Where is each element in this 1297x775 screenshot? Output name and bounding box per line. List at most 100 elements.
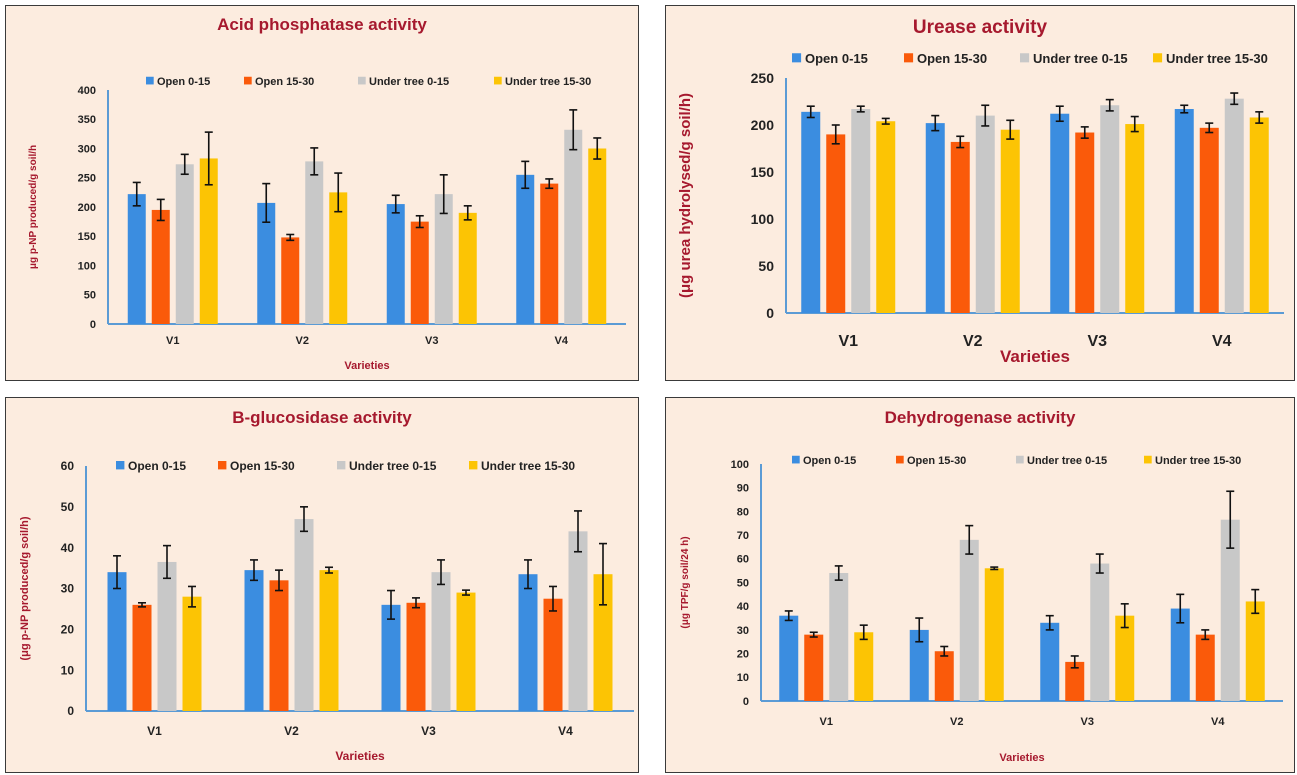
error-bar-open-0-15-v2 — [915, 617, 924, 643]
error-bar-under-tree-15-30-v3 — [463, 205, 472, 221]
bar-under-tree-15-30-v2 — [329, 192, 348, 324]
bar-under-tree-0-15-v3 — [1100, 105, 1120, 313]
legend-swatch-open-0-15 — [116, 461, 125, 470]
y-tick-label: 40 — [737, 601, 749, 613]
y-tick-label: 0 — [743, 696, 749, 708]
error-bar-under-tree-0-15-v2 — [981, 104, 990, 127]
bar-open-15-30-v2 — [950, 141, 970, 313]
error-bar-under-tree-15-30-v1 — [881, 117, 890, 125]
category-label-v1: V1 — [820, 716, 833, 728]
category-label-v3: V3 — [1087, 333, 1107, 350]
error-bar-under-tree-0-15-v1 — [834, 565, 843, 581]
y-tick-label: 150 — [751, 164, 775, 180]
category-label-v3: V3 — [1081, 716, 1094, 728]
bar-under-tree-15-30-v4 — [1249, 117, 1269, 313]
error-bar-under-tree-0-15-v4 — [569, 109, 578, 151]
bar-open-0-15-v1 — [779, 615, 799, 701]
error-bar-open-15-30-v3 — [1080, 126, 1089, 139]
error-bar-open-15-30-v4 — [545, 178, 554, 190]
error-bar-under-tree-15-30-v3 — [462, 589, 470, 596]
category-label-v2: V2 — [296, 335, 309, 347]
error-bar-open-0-15-v3 — [387, 589, 395, 620]
legend-swatch-open-15-30 — [896, 455, 904, 464]
bar-open-0-15-v1 — [127, 194, 146, 324]
error-bar-under-tree-0-15-v4 — [574, 510, 582, 553]
bar-under-tree-0-15-v4 — [1220, 519, 1240, 701]
x-axis-label: Varieties — [335, 749, 385, 763]
chart-svg: B-glucosidase activity Open 0-15 Open 15-3… — [19, 408, 634, 763]
y-tick-label: 10 — [737, 672, 749, 684]
y-tick-label: 100 — [78, 260, 96, 272]
bar-under-tree-0-15-v4 — [1224, 98, 1244, 314]
y-tick-label: 400 — [78, 85, 96, 97]
error-bar-open-15-30-v3 — [415, 214, 424, 229]
error-bar-open-15-30-v1 — [809, 631, 818, 638]
bar-under-tree-0-15-v2 — [305, 161, 324, 324]
error-bar-open-15-30-v2 — [275, 569, 283, 592]
legend-label-under-tree-0-15: Under tree 0-15 — [1027, 455, 1107, 467]
y-tick-label: 100 — [751, 211, 775, 227]
bar-open-0-15-v3 — [1050, 113, 1070, 313]
legend-label-open-0-15: Open 0-15 — [805, 51, 868, 66]
category-label-v4: V4 — [1212, 333, 1232, 350]
y-tick-label: 0 — [67, 704, 74, 718]
y-tick-label: 50 — [61, 500, 75, 514]
legend-label-open-0-15: Open 0-15 — [803, 455, 856, 467]
y-tick-label: 40 — [61, 541, 75, 555]
acid-phosphatase-chart-panel: Acid phosphatase activity Open 0-15 Open 1… — [5, 5, 639, 381]
error-bar-under-tree-0-15-v1 — [856, 105, 865, 113]
y-tick-label: 250 — [751, 70, 775, 86]
error-bar-under-tree-0-15-v3 — [1105, 98, 1114, 112]
category-label-v4: V4 — [558, 724, 573, 738]
y-axis-label: μg p-NP produced/g soil/h — [28, 145, 39, 269]
legend-swatch-open-15-30 — [218, 461, 227, 470]
chart-title: Dehydrogenase activity — [885, 408, 1076, 427]
bar-open-15-30-v4 — [1195, 634, 1215, 701]
error-bar-open-0-15-v4 — [1176, 593, 1185, 624]
legend-swatch-under-tree-15-30 — [1144, 455, 1152, 464]
urease-chart-panel: Urease activity Open 0-15 Open 15-30 Under … — [665, 5, 1295, 381]
error-bar-open-15-30-v3 — [1070, 655, 1079, 669]
dehydrogenase-chart-panel: Dehydrogenase activity Open 0-15 Open 15-3… — [665, 397, 1295, 773]
error-bar-under-tree-15-30-v1 — [204, 131, 213, 186]
y-tick-label: 150 — [78, 231, 96, 243]
bar-under-tree-15-30-v2 — [984, 568, 1004, 701]
legend-swatch-open-0-15 — [792, 53, 802, 63]
bar-under-tree-0-15-v1 — [175, 164, 194, 324]
y-tick-label: 200 — [78, 202, 96, 214]
error-bar-open-0-15-v3 — [1055, 105, 1064, 123]
legend-label-under-tree-15-30: Under tree 15-30 — [505, 76, 591, 88]
error-bar-under-tree-15-30-v4 — [1255, 111, 1264, 124]
bar-under-tree-0-15-v3 — [431, 572, 451, 711]
legend-swatch-under-tree-0-15 — [1016, 455, 1024, 464]
y-tick-label: 250 — [78, 173, 96, 185]
legend-label-open-15-30: Open 15-30 — [917, 51, 987, 66]
category-label-v1: V1 — [147, 724, 162, 738]
bar-under-tree-15-30-v3 — [1125, 124, 1145, 313]
error-bar-under-tree-15-30-v2 — [325, 566, 333, 574]
bar-open-0-15-v2 — [244, 570, 264, 711]
bar-under-tree-15-30-v1 — [876, 121, 896, 314]
error-bar-open-15-30-v4 — [549, 585, 557, 612]
error-bar-under-tree-15-30-v2 — [990, 566, 999, 571]
bar-under-tree-15-30-v3 — [456, 592, 476, 711]
legend-swatch-under-tree-15-30 — [469, 461, 478, 470]
error-bar-open-0-15-v1 — [113, 555, 121, 590]
bar-open-0-15-v2 — [909, 629, 929, 701]
bar-open-0-15-v1 — [107, 572, 127, 711]
bar-under-tree-0-15-v3 — [1090, 563, 1110, 701]
x-axis-label: Varieties — [344, 360, 389, 372]
error-bar-under-tree-15-30-v4 — [1251, 588, 1260, 615]
error-bar-open-0-15-v2 — [250, 559, 258, 582]
category-label-v1: V1 — [838, 333, 858, 350]
y-tick-label: 350 — [78, 114, 96, 126]
bar-open-0-15-v3 — [386, 204, 405, 324]
legend-label-open-0-15: Open 0-15 — [157, 76, 210, 88]
bar-under-tree-0-15-v2 — [975, 115, 995, 313]
bar-open-0-15-v3 — [1040, 622, 1060, 701]
legend-label-under-tree-15-30: Under tree 15-30 — [1155, 455, 1241, 467]
error-bar-open-0-15-v3 — [391, 194, 400, 214]
y-tick-label: 30 — [61, 582, 75, 596]
y-tick-label: 50 — [737, 577, 749, 589]
bar-open-15-30-v3 — [410, 221, 429, 324]
